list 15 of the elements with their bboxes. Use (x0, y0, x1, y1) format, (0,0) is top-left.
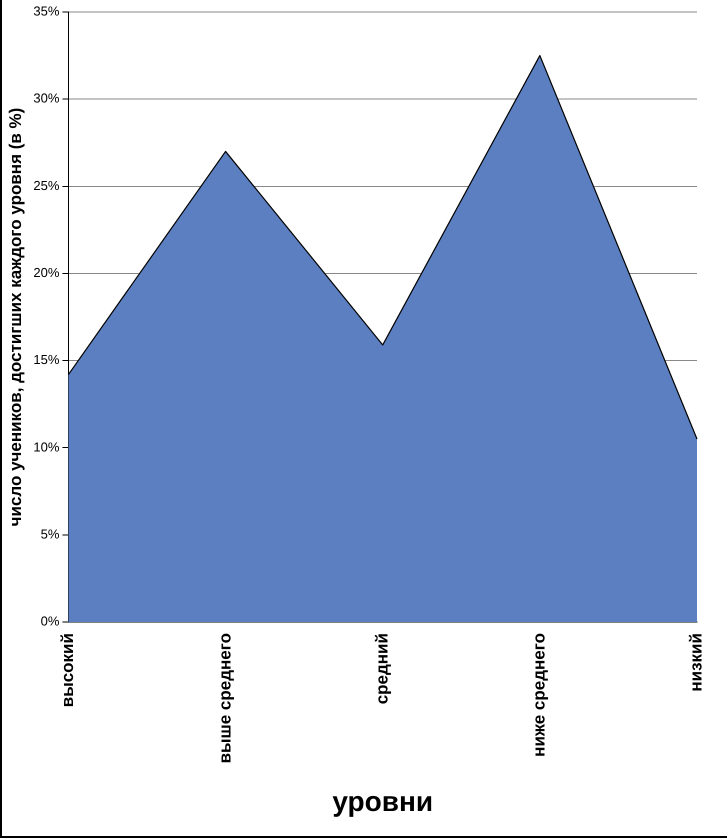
x-tick-label: высокий (58, 633, 78, 708)
y-tick-label: 30% (33, 90, 60, 106)
y-tick-label: 35% (33, 4, 60, 19)
y-tick-label: 15% (33, 352, 60, 368)
y-tick-label: 10% (33, 439, 60, 454)
x-axis-title: уровни (332, 786, 434, 817)
y-tick-label: 20% (33, 265, 60, 280)
x-tick-label: ниже среднего (530, 633, 549, 757)
y-tick-label: 5% (40, 526, 60, 542)
y-axis-title: число учеников, достигших каждого уровня (в %) (6, 108, 25, 526)
y-tick-label: 0% (40, 614, 60, 629)
x-tick-label: средний (372, 633, 392, 704)
x-tick-label: низкий (686, 633, 706, 692)
x-tick-label: выше среднего (215, 633, 234, 764)
y-tick-label: 25% (33, 178, 60, 193)
